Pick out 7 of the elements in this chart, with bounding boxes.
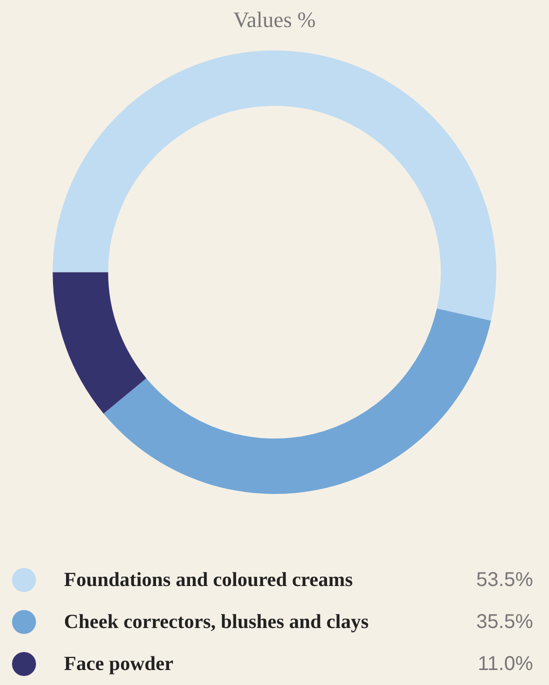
legend-label: Foundations and coloured creams [64, 568, 354, 592]
data-label: 53.5% [476, 568, 533, 592]
data-label: 35.5% [476, 610, 533, 634]
legend-label: Face powder [64, 652, 174, 676]
legend-label: Cheek correctors, blushes and clays [64, 610, 370, 634]
data-label: 11.0% [478, 652, 533, 676]
chart-title: Values % [233, 6, 316, 32]
